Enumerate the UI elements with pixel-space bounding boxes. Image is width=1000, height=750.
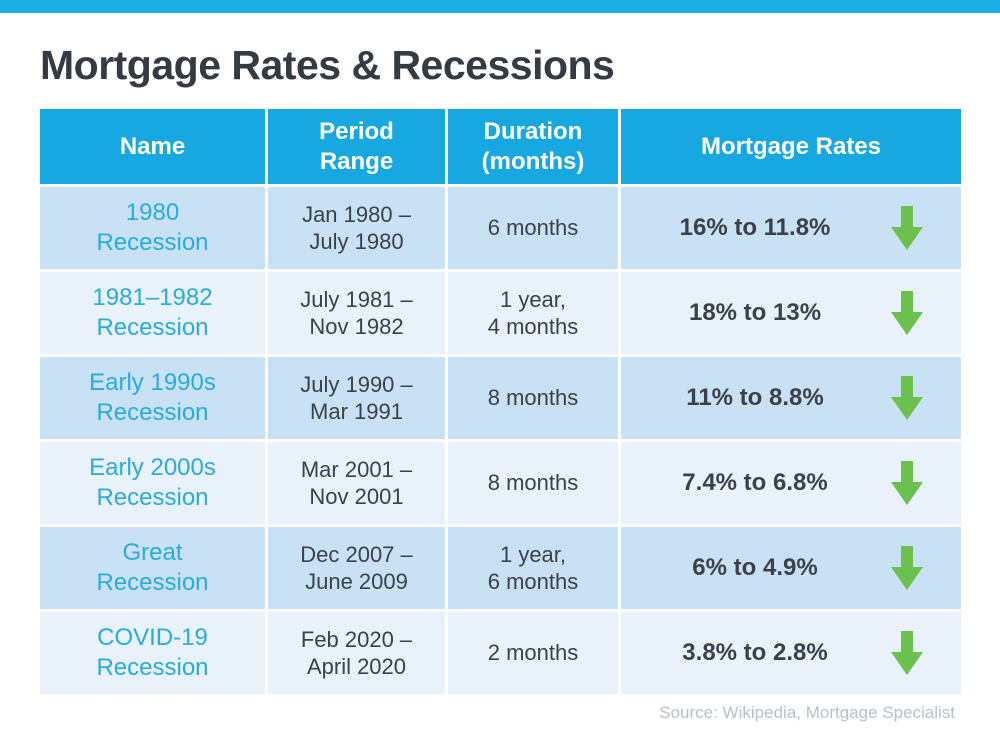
recessions-table: Name Period Range Duration (months) Mort… [40,109,961,695]
down-arrow-icon [891,546,923,591]
recession-name-cell: Early 1990s Recession [40,357,265,440]
period-range-cell: Feb 2020 – April 2020 [268,612,445,695]
mortgage-rates-cell: 7.4% to 6.8% [621,442,961,525]
mortgage-rates-value: 11% to 8.8% [686,384,824,412]
mortgage-rates-cell: 6% to 4.9% [621,527,961,610]
table-header-row: Name Period Range Duration (months) Mort… [40,109,961,185]
period-range-cell: Dec 2007 – June 2009 [268,527,445,610]
mortgage-rates-cell: 18% to 13% [621,272,961,355]
recession-name-cell: Early 2000s Recession [40,442,265,525]
mortgage-rates-value: 18% to 13% [688,299,822,327]
recession-name-cell: COVID-19 Recession [40,612,265,695]
recession-name-cell: 1981–1982 Recession [40,272,265,355]
duration-cell: 8 months [448,442,618,525]
mortgage-rates-cell: 16% to 11.8% [621,187,961,270]
source-attribution: Source: Wikipedia, Mortgage Specialist [659,703,955,722]
mortgage-rates-value: 6% to 4.9% [692,554,818,582]
table-row: 1981–1982 Recession July 1981 – Nov 1982… [40,272,961,355]
mortgage-rates-value: 7.4% to 6.8% [682,469,828,497]
down-arrow-icon [891,291,923,336]
mortgage-rates-value: 3.8% to 2.8% [682,639,828,667]
recession-name-cell: Great Recession [40,527,265,610]
page-title: Mortgage Rates & Recessions [40,42,615,88]
table-row: 1980 Recession Jan 1980 – July 1980 6 mo… [40,187,961,270]
down-arrow-icon [891,376,923,421]
column-header-mortgage-rates: Mortgage Rates [621,109,961,185]
duration-cell: 2 months [448,612,618,695]
duration-cell: 8 months [448,357,618,440]
recession-name-cell: 1980 Recession [40,187,265,270]
duration-cell: 1 year, 4 months [448,272,618,355]
column-header-period-range: Period Range [268,109,445,185]
duration-cell: 1 year, 6 months [448,527,618,610]
down-arrow-icon [891,206,923,251]
table-body: 1980 Recession Jan 1980 – July 1980 6 mo… [40,187,961,695]
period-range-cell: Mar 2001 – Nov 2001 [268,442,445,525]
column-header-duration: Duration (months) [448,109,618,185]
down-arrow-icon [891,631,923,676]
mortgage-rates-cell: 11% to 8.8% [621,357,961,440]
down-arrow-icon [891,461,923,506]
mortgage-rates-value: 16% to 11.8% [679,214,831,242]
table-row: COVID-19 Recession Feb 2020 – April 2020… [40,612,961,695]
duration-cell: 6 months [448,187,618,270]
table-row: Great Recession Dec 2007 – June 2009 1 y… [40,527,961,610]
column-header-name: Name [40,109,265,185]
top-accent-bar [0,0,1000,13]
table-row: Early 1990s Recession July 1990 – Mar 19… [40,357,961,440]
mortgage-rates-cell: 3.8% to 2.8% [621,612,961,695]
period-range-cell: July 1990 – Mar 1991 [268,357,445,440]
period-range-cell: July 1981 – Nov 1982 [268,272,445,355]
table-row: Early 2000s Recession Mar 2001 – Nov 200… [40,442,961,525]
period-range-cell: Jan 1980 – July 1980 [268,187,445,270]
